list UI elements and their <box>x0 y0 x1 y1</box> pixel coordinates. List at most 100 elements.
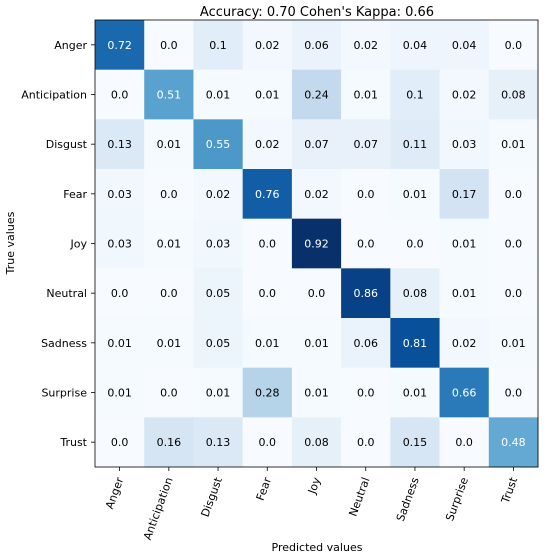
cell-value: 0.03 <box>107 238 132 251</box>
x-tick-label-disgust: Disgust <box>199 475 226 519</box>
cell-fear-neutral <box>341 169 391 220</box>
cell-value: 0.81 <box>403 337 428 350</box>
cell-fear-joy <box>291 169 342 220</box>
cell-trust-disgust <box>193 417 244 468</box>
cell-neutral-anticipation <box>144 268 194 319</box>
cell-value: 0.0 <box>308 287 326 300</box>
cell-anger-joy <box>291 20 342 71</box>
y-tick-label-neutral: Neutral <box>46 287 87 300</box>
cell-anger-anticipation <box>144 20 194 71</box>
cell-trust-anticipation <box>144 417 194 468</box>
cell-trust-trust <box>488 417 539 468</box>
cell-value: 0.1 <box>406 89 424 102</box>
x-tick-label-anger: Anger <box>103 475 127 511</box>
cell-value: 0.08 <box>304 436 329 449</box>
cell-neutral-anger <box>95 268 145 319</box>
cell-joy-fear <box>242 218 293 269</box>
cell-disgust-disgust <box>193 119 244 170</box>
cell-value: 0.01 <box>304 337 329 350</box>
cell-joy-joy <box>291 218 342 269</box>
y-tick-label-joy: Joy <box>70 238 88 251</box>
cell-anger-anger <box>95 20 145 71</box>
cell-value: 0.0 <box>160 387 178 400</box>
cell-value: 0.01 <box>157 238 182 251</box>
cell-value: 0.03 <box>206 238 231 251</box>
cell-surprise-trust <box>488 367 539 418</box>
cell-value: 0.11 <box>403 138 428 151</box>
cell-surprise-anger <box>95 367 145 418</box>
cell-value: 0.0 <box>160 188 178 201</box>
cell-anger-surprise <box>439 20 490 71</box>
cell-value: 0.05 <box>206 287 231 300</box>
x-axis-label: Predicted values <box>272 541 363 554</box>
cell-anticipation-neutral <box>341 69 391 120</box>
cell-joy-sadness <box>390 218 441 269</box>
cell-joy-anger <box>95 218 145 269</box>
cell-neutral-disgust <box>193 268 244 319</box>
cell-value: 0.0 <box>357 387 375 400</box>
x-tick-label-trust: Trust <box>499 475 521 506</box>
cell-surprise-anticipation <box>144 367 194 418</box>
cell-value: 0.55 <box>206 138 231 151</box>
cell-value: 0.01 <box>255 337 280 350</box>
cell-value: 0.03 <box>107 188 132 201</box>
cell-value: 0.01 <box>501 138 526 151</box>
cell-value: 0.04 <box>403 39 428 52</box>
cell-neutral-sadness <box>390 268 441 319</box>
cell-joy-disgust <box>193 218 244 269</box>
cell-value: 0.01 <box>403 387 428 400</box>
cell-anticipation-disgust <box>193 69 244 120</box>
cell-value: 0.01 <box>157 337 182 350</box>
cell-disgust-neutral <box>341 119 391 170</box>
y-tick-label-surprise: Surprise <box>41 387 87 400</box>
cell-value: 0.04 <box>452 39 477 52</box>
cell-value: 0.0 <box>406 238 424 251</box>
cell-anger-sadness <box>390 20 441 71</box>
cell-value: 0.07 <box>304 138 329 151</box>
x-tick-label-anticipation: Anticipation <box>141 476 176 542</box>
cell-value: 0.0 <box>111 436 129 449</box>
plot-frame <box>94 19 539 468</box>
cell-value: 0.86 <box>353 287 378 300</box>
y-tick-label-trust: Trust <box>59 436 87 449</box>
cell-value: 0.48 <box>501 436 526 449</box>
cell-value: 0.0 <box>259 238 277 251</box>
x-tick-label-sadness: Sadness <box>394 475 422 523</box>
cell-trust-anger <box>95 417 145 468</box>
cell-neutral-neutral <box>341 268 391 319</box>
cell-disgust-surprise <box>439 119 490 170</box>
cell-value: 0.0 <box>357 436 375 449</box>
y-tick-label-anticipation: Anticipation <box>21 89 87 102</box>
cell-surprise-fear <box>242 367 293 418</box>
cell-value: 0.0 <box>357 188 375 201</box>
cell-value: 0.0 <box>357 238 375 251</box>
cell-value: 0.02 <box>452 337 477 350</box>
cell-neutral-trust <box>488 268 539 319</box>
cell-sadness-anticipation <box>144 318 194 369</box>
cell-fear-disgust <box>193 169 244 220</box>
cell-value: 0.02 <box>304 188 329 201</box>
cell-anger-fear <box>242 20 293 71</box>
cell-value: 0.01 <box>206 89 231 102</box>
cell-fear-anger <box>95 169 145 220</box>
cell-neutral-fear <box>242 268 293 319</box>
y-tick-label-anger: Anger <box>54 39 87 52</box>
cell-surprise-neutral <box>341 367 391 418</box>
cell-joy-neutral <box>341 218 391 269</box>
cell-anger-neutral <box>341 20 391 71</box>
cell-value: 0.0 <box>505 39 523 52</box>
x-tick-label-joy: Joy <box>305 475 323 496</box>
cell-anger-disgust <box>193 20 244 71</box>
cell-value: 0.66 <box>452 387 477 400</box>
cell-sadness-neutral <box>341 318 391 369</box>
cell-value: 0.01 <box>107 337 132 350</box>
cell-value: 0.02 <box>255 138 280 151</box>
cell-sadness-surprise <box>439 318 490 369</box>
cell-value: 0.08 <box>403 287 428 300</box>
y-tick-label-sadness: Sadness <box>41 337 87 350</box>
cell-value: 0.02 <box>452 89 477 102</box>
cell-sadness-trust <box>488 318 539 369</box>
cell-fear-sadness <box>390 169 441 220</box>
cell-neutral-joy <box>291 268 342 319</box>
cell-surprise-sadness <box>390 367 441 418</box>
